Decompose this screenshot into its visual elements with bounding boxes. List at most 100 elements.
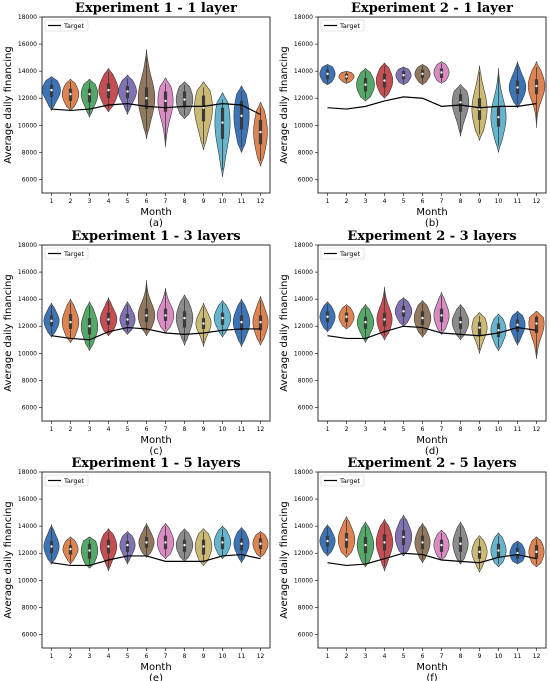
y-tick-label: 16000 xyxy=(18,41,37,48)
target-line xyxy=(327,552,537,567)
x-tick-label: 2 xyxy=(345,198,349,205)
panel-caption: (d) xyxy=(425,446,439,457)
violin-median xyxy=(107,318,110,321)
y-tick-label: 18000 xyxy=(294,242,313,249)
x-axis-label: Month xyxy=(140,662,171,673)
y-tick-label: 10000 xyxy=(18,350,37,357)
x-tick-label: 7 xyxy=(164,426,168,433)
violin-median xyxy=(497,329,500,332)
x-tick-label: 1 xyxy=(50,198,54,205)
violin-median xyxy=(497,115,500,119)
violin-median xyxy=(259,320,262,324)
panel-caption: (e) xyxy=(149,673,163,681)
violin-median xyxy=(459,542,462,545)
x-tick-label: 5 xyxy=(402,426,406,433)
legend-label: Target xyxy=(63,250,85,258)
x-tick-label: 12 xyxy=(257,198,265,205)
x-tick-label: 1 xyxy=(326,426,330,433)
x-tick-label: 6 xyxy=(421,426,425,433)
violin-median xyxy=(126,90,129,93)
x-axis-label: Month xyxy=(416,435,447,446)
legend-label: Target xyxy=(63,22,85,30)
violin-median xyxy=(497,549,500,552)
legend-box xyxy=(320,247,365,260)
x-tick-label: 9 xyxy=(202,653,206,660)
legend: Target xyxy=(320,474,365,487)
violin-median xyxy=(164,99,167,103)
y-tick-label: 10000 xyxy=(18,577,37,584)
x-tick-label: 9 xyxy=(478,653,482,660)
y-tick-label: 14000 xyxy=(18,68,37,75)
y-tick-label: 8000 xyxy=(298,149,313,156)
legend-label: Target xyxy=(339,250,361,258)
x-tick-label: 3 xyxy=(88,426,92,433)
x-tick-label: 3 xyxy=(88,653,92,660)
chart-panel-4: Experiment 2 - 3 layers 6000 8000 10000 1200… xyxy=(279,229,547,457)
violin-iqr-box xyxy=(477,322,482,336)
x-tick-label: 2 xyxy=(345,426,349,433)
violin-median xyxy=(50,545,53,548)
violin-iqr-box xyxy=(182,311,187,328)
y-tick-label: 14000 xyxy=(18,523,37,530)
x-tick-label: 5 xyxy=(126,198,130,205)
violin-median xyxy=(364,320,367,324)
x-tick-label: 4 xyxy=(107,653,111,660)
x-tick-label: 5 xyxy=(126,426,130,433)
x-tick-label: 2 xyxy=(345,653,349,660)
x-tick-label: 8 xyxy=(183,198,187,205)
x-tick-label: 11 xyxy=(514,653,522,660)
panel-caption: (f) xyxy=(426,673,437,681)
x-tick-label: 9 xyxy=(478,198,482,205)
y-tick-label: 6000 xyxy=(298,404,313,411)
x-tick-label: 8 xyxy=(459,198,463,205)
y-tick-label: 10000 xyxy=(294,577,313,584)
legend-box xyxy=(320,19,365,32)
violin-median xyxy=(88,92,91,96)
violin-median xyxy=(364,543,367,547)
x-tick-label: 11 xyxy=(238,198,246,205)
y-tick-label: 8000 xyxy=(22,377,37,384)
y-tick-label: 12000 xyxy=(294,95,313,102)
violin-median xyxy=(459,320,462,324)
y-axis-label: Average daily financing xyxy=(3,501,14,618)
violin-median xyxy=(69,320,72,324)
violin-median xyxy=(259,542,262,545)
violin-median xyxy=(421,316,424,320)
y-tick-label: 16000 xyxy=(18,496,37,503)
y-tick-label: 6000 xyxy=(298,176,313,183)
violin-median xyxy=(402,74,405,77)
y-axis-label: Average daily financing xyxy=(279,46,290,163)
plot-frame xyxy=(317,244,547,422)
violin-median xyxy=(164,541,167,544)
x-tick-label: 8 xyxy=(459,653,463,660)
legend-label: Target xyxy=(339,22,361,30)
chart-title: Experiment 1 - 3 layers xyxy=(71,229,240,244)
y-tick-label: 18000 xyxy=(18,14,37,21)
x-tick-label: 4 xyxy=(383,198,387,205)
violin-median xyxy=(221,316,224,320)
legend: Target xyxy=(44,247,89,260)
y-tick-label: 16000 xyxy=(294,41,313,48)
panel-caption: (a) xyxy=(149,218,163,229)
violin-iqr-box xyxy=(87,88,92,103)
violin-median xyxy=(383,79,386,82)
x-tick-label: 9 xyxy=(478,426,482,433)
x-tick-label: 4 xyxy=(107,426,111,433)
target-line xyxy=(51,103,261,116)
chart-panel-3: Experiment 1 - 3 layers 6000 8000 10000 1200… xyxy=(3,229,271,457)
x-tick-label: 10 xyxy=(495,198,503,205)
violin-median xyxy=(364,83,367,86)
violin-median xyxy=(421,72,424,76)
legend-label: Target xyxy=(63,477,85,485)
violin-median xyxy=(126,543,129,547)
x-tick-label: 6 xyxy=(421,198,425,205)
x-tick-label: 2 xyxy=(69,426,73,433)
x-tick-label: 5 xyxy=(126,653,130,660)
y-tick-label: 18000 xyxy=(294,469,313,476)
y-tick-label: 14000 xyxy=(294,296,313,303)
y-tick-label: 18000 xyxy=(18,242,37,249)
x-tick-label: 4 xyxy=(383,426,387,433)
violin-median xyxy=(202,106,205,109)
y-tick-label: 8000 xyxy=(298,604,313,611)
violin-median xyxy=(345,75,348,78)
